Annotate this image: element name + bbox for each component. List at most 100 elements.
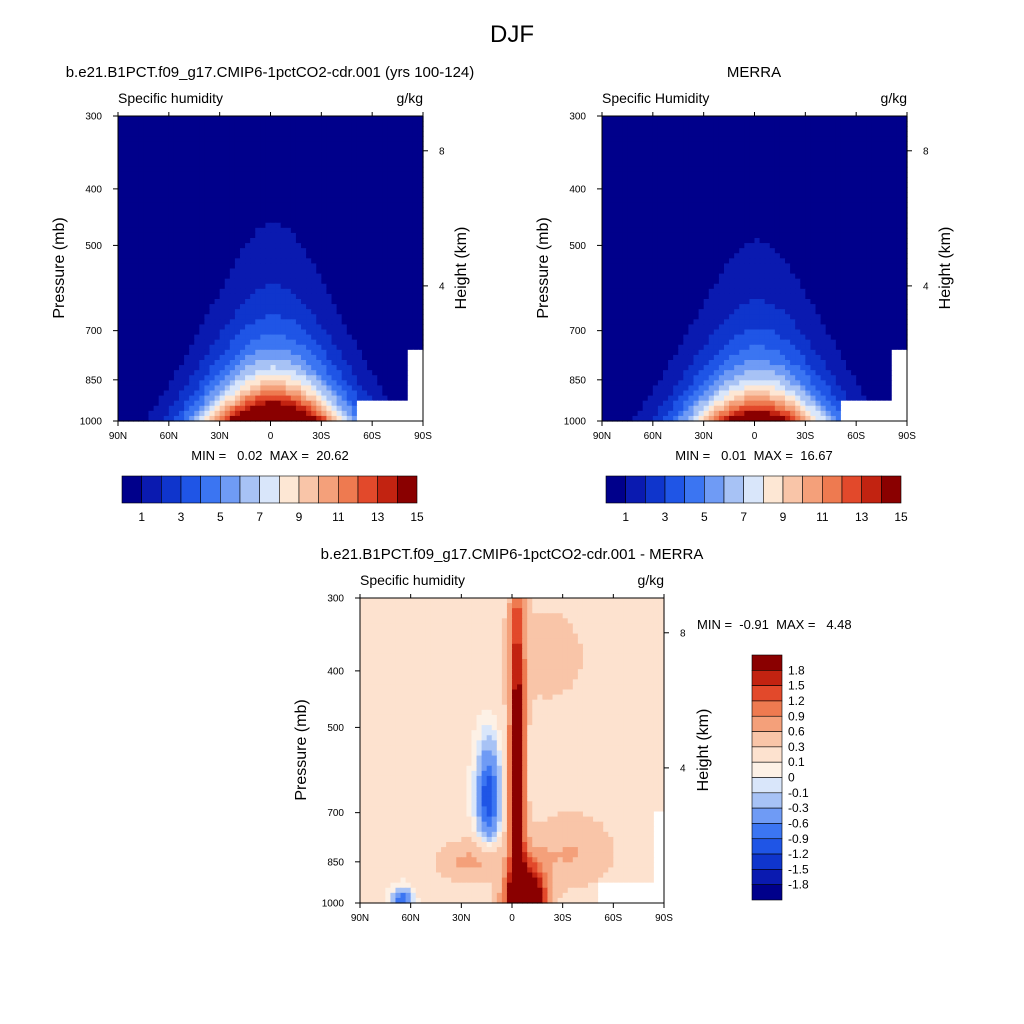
- heatmap-cell: [377, 156, 383, 163]
- heatmap-cell: [693, 146, 700, 153]
- heatmap-cell: [795, 131, 801, 137]
- heatmap-cell: [321, 126, 328, 132]
- heatmap-cell: [138, 182, 145, 188]
- heatmap-cell: [265, 248, 272, 254]
- heatmap-cell: [392, 268, 399, 275]
- heatmap-cell: [734, 202, 740, 209]
- heatmap-cell: [871, 197, 878, 204]
- heatmap-cell: [204, 232, 211, 239]
- heatmap-cell: [372, 334, 378, 341]
- heatmap-cell: [280, 324, 287, 331]
- heatmap-cell: [412, 116, 419, 122]
- heatmap-cell: [209, 334, 216, 341]
- heatmap-cell: [214, 354, 221, 361]
- heatmap-cell: [143, 293, 150, 300]
- heatmap-cell: [846, 131, 852, 137]
- heatmap-cell: [810, 207, 817, 214]
- heatmap-cell: [417, 238, 424, 244]
- heatmap-cell: [663, 217, 669, 224]
- heatmap-cell: [602, 192, 608, 198]
- heatmap-cell: [774, 207, 781, 214]
- heatmap-cell: [759, 161, 766, 168]
- heatmap-cell: [245, 268, 251, 275]
- heatmap-cell: [184, 141, 190, 148]
- heatmap-cell: [194, 126, 200, 132]
- heatmap-cell: [886, 222, 893, 229]
- heatmap-cell: [163, 360, 170, 366]
- heatmap-cell: [250, 283, 256, 290]
- heatmap-cell: [356, 370, 363, 376]
- heatmap-cell: [285, 258, 292, 265]
- heatmap-cell: [290, 141, 297, 148]
- heatmap-cell: [703, 207, 710, 214]
- heatmap-cell: [240, 238, 246, 244]
- heatmap-cell: [856, 212, 862, 219]
- heatmap-cell: [245, 116, 251, 122]
- heatmap-cell: [173, 207, 180, 214]
- heatmap-cell: [306, 293, 312, 300]
- heatmap-cell: [321, 268, 328, 275]
- heatmap-cell: [240, 370, 246, 376]
- heatmap-cell: [734, 197, 740, 204]
- heatmap-cell: [713, 156, 720, 163]
- heatmap-cell: [866, 222, 873, 229]
- heatmap-cell: [703, 212, 710, 219]
- heatmap-cell: [173, 349, 180, 356]
- heatmap-cell: [362, 319, 368, 326]
- heatmap-cell: [255, 243, 261, 249]
- heatmap-cell: [346, 151, 353, 158]
- heatmap-cell: [245, 405, 251, 412]
- heatmap-cell: [830, 222, 837, 229]
- heatmap-cell: [647, 177, 654, 183]
- heatmap-cell: [224, 283, 231, 290]
- heatmap-cell: [240, 293, 246, 300]
- heatmap-cell: [133, 126, 139, 132]
- heatmap-cell: [412, 385, 419, 392]
- heatmap-cell: [642, 192, 649, 198]
- heatmap-cell: [622, 212, 629, 219]
- heatmap-cell: [301, 212, 307, 219]
- heatmap-cell: [336, 365, 343, 371]
- heatmap-cell: [744, 141, 751, 148]
- heatmap-cell: [158, 258, 165, 265]
- heatmap-cell: [138, 207, 145, 214]
- heatmap-cell: [367, 370, 373, 376]
- heatmap-cell: [336, 319, 343, 326]
- heatmap-cell: [886, 177, 893, 183]
- heatmap-cell: [245, 217, 251, 224]
- heatmap-cell: [356, 415, 363, 422]
- heatmap-cell: [331, 349, 338, 356]
- heatmap-cell: [189, 273, 195, 280]
- heatmap-cell: [871, 202, 878, 209]
- heatmap-cell: [194, 177, 200, 183]
- heatmap-cell: [642, 187, 649, 193]
- heatmap-cell: [881, 156, 888, 163]
- heatmap-cell: [774, 131, 781, 137]
- heatmap-cell: [336, 227, 343, 234]
- heatmap-cell: [367, 238, 373, 244]
- heatmap-cell: [163, 304, 170, 310]
- heatmap-cell: [173, 232, 180, 239]
- heatmap-cell: [123, 304, 129, 310]
- heatmap-cell: [724, 166, 730, 173]
- heatmap-cell: [407, 344, 414, 351]
- heatmap-cell: [158, 329, 165, 336]
- heatmap-cell: [240, 278, 246, 285]
- heatmap-cell: [367, 390, 373, 397]
- heatmap-cell: [306, 370, 312, 376]
- heatmap-cell: [617, 192, 623, 198]
- heatmap-cell: [245, 395, 251, 402]
- heatmap-cell: [153, 253, 160, 259]
- heatmap-cell: [179, 390, 185, 397]
- heatmap-cell: [392, 360, 399, 366]
- heatmap-cell: [270, 349, 277, 356]
- heatmap-cell: [652, 171, 659, 178]
- heatmap-cell: [744, 197, 751, 204]
- heatmap-cell: [688, 207, 695, 214]
- heatmap-cell: [372, 136, 378, 143]
- heatmap-cell: [163, 293, 170, 300]
- heatmap-cell: [382, 166, 389, 173]
- heatmap-cell: [886, 156, 893, 163]
- heatmap-cell: [290, 126, 297, 132]
- heatmap-cell: [270, 390, 277, 397]
